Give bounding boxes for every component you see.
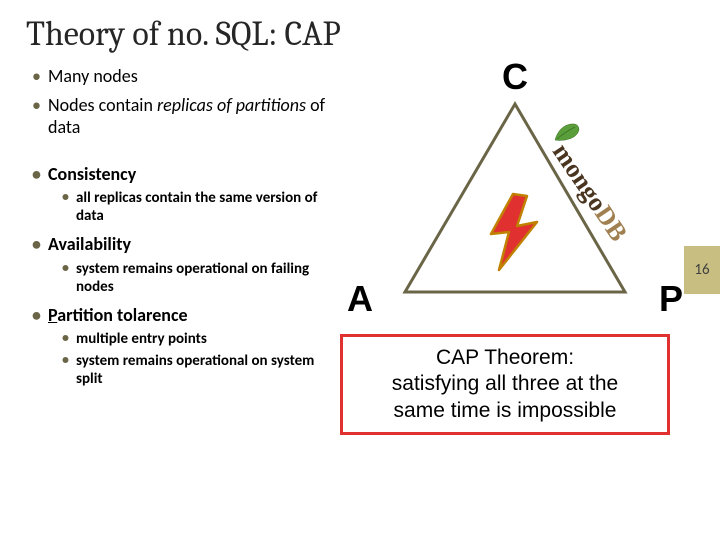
partition-subs: multiple entry points system remains ope… [48,328,340,390]
triangle-label-a: A [347,278,373,320]
triangle-label-p: P [659,278,683,320]
cap-bullets: Consistency all replicas contain the sam… [32,160,340,394]
consistency-label: Consistency [48,163,136,185]
consistency-subs: all replicas contain the same version of… [48,187,340,227]
leaf-icon [553,122,581,142]
top-bullets: Many nodes Nodes contain replicas of par… [32,62,340,142]
slide-title: Theory of no. SQL: CAP [0,0,720,54]
page-number-tab: 16 [684,246,720,294]
bullet-availability: Availability system remains operational … [32,230,340,301]
availability-label: Availability [48,233,131,255]
bullet-many-nodes: Many nodes [32,62,340,91]
partition-underline: P [48,304,57,326]
consistency-sub1: all replicas contain the same version of… [48,187,340,227]
partition-rest: artition tolarence [57,304,187,326]
availability-sub1: system remains operational on failing no… [48,258,340,298]
bullet-replicas-pre: Nodes contain [48,94,157,116]
bullet-replicas-italic: replicas of partitions [157,94,306,116]
bullet-replicas: Nodes contain replicas of partitions of … [32,91,340,142]
bullet-consistency: Consistency all replicas contain the sam… [32,160,340,231]
theorem-line2: satisfying all three at the [347,371,663,397]
theorem-line1: CAP Theorem: [347,345,663,371]
content-area: Many nodes Nodes contain replicas of par… [0,54,720,435]
triangle-label-c: C [502,56,528,98]
lightning-bolt-icon [485,192,545,272]
right-column: C A P mongoDB CAP Theorem: satisfying al… [340,62,720,435]
bullet-partition: Partition tolarence multiple entry point… [32,301,340,394]
partition-sub1: multiple entry points [48,328,340,350]
cap-triangle: C A P mongoDB [355,62,675,322]
theorem-line3: same time is impossible [347,398,663,424]
page-number: 16 [694,261,709,279]
left-column: Many nodes Nodes contain replicas of par… [0,62,340,435]
theorem-box: CAP Theorem: satisfying all three at the… [340,334,670,435]
availability-subs: system remains operational on failing no… [48,258,340,298]
partition-sub2: system remains operational on system spl… [48,350,340,390]
